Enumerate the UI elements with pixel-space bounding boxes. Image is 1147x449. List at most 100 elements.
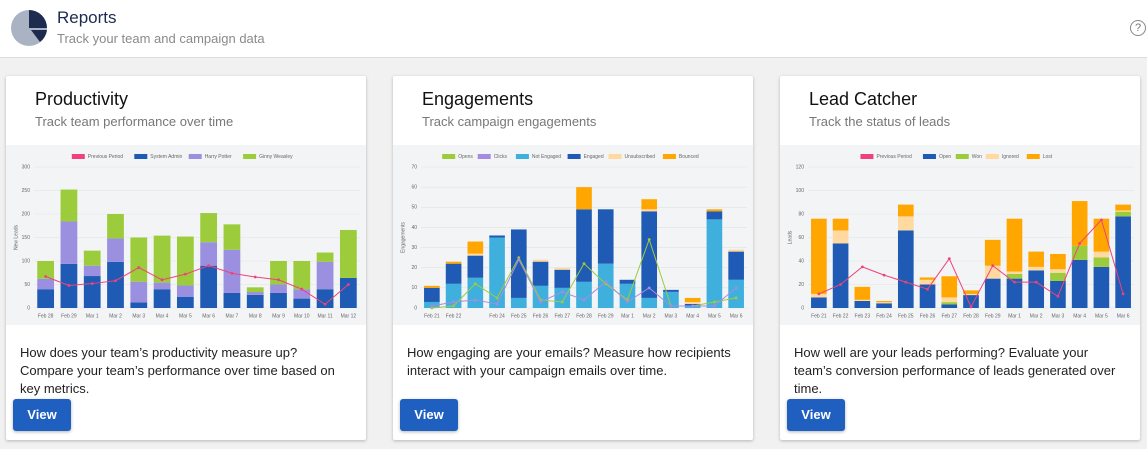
line-point	[1121, 292, 1125, 296]
x-tick-label: Feb 21	[811, 313, 827, 319]
x-tick-label: Feb 26	[920, 313, 936, 319]
line-point	[495, 302, 499, 306]
bar	[963, 290, 979, 294]
bar	[728, 251, 744, 280]
bar	[832, 218, 849, 231]
y-axis-label: New Leads	[13, 224, 19, 250]
line-point	[473, 298, 477, 302]
bar	[316, 261, 334, 290]
card-subtitle: Track the status of leads	[809, 114, 951, 129]
x-tick-label: Feb 29	[61, 313, 77, 319]
line-point	[1056, 294, 1060, 298]
line-point	[323, 302, 327, 306]
line-point	[452, 304, 455, 308]
bar	[83, 276, 101, 308]
line-point	[539, 300, 542, 304]
x-tick-label: Mar 6	[1117, 313, 1130, 319]
bar	[1093, 257, 1110, 267]
bar	[984, 239, 1001, 266]
bar	[663, 289, 679, 292]
line-point	[626, 300, 629, 304]
bar	[532, 261, 549, 286]
x-tick-label: Feb 22	[446, 313, 462, 319]
line-point	[44, 275, 48, 278]
x-tick-label: Mar 1	[621, 313, 634, 319]
y-tick-label: 0	[414, 305, 417, 311]
bar	[728, 249, 744, 252]
bar	[897, 216, 914, 231]
bar	[445, 283, 462, 308]
reports-icon	[11, 10, 47, 46]
bar	[1028, 251, 1045, 267]
bar	[941, 276, 958, 298]
bar	[941, 304, 958, 308]
y-tick-label: 150	[22, 235, 31, 241]
bar	[1093, 266, 1110, 308]
x-tick-label: Mar 4	[1073, 313, 1086, 319]
bar	[153, 282, 171, 290]
x-tick-label: Mar 11	[317, 313, 332, 319]
view-button[interactable]: View	[400, 399, 458, 431]
line-point	[495, 296, 499, 300]
x-tick-label: Mar 2	[643, 313, 656, 319]
x-tick-label: Mar 2	[1030, 313, 1043, 319]
bar	[223, 249, 241, 293]
bar	[1050, 269, 1066, 273]
legend-label: Harry Potter	[205, 154, 232, 160]
bar	[854, 299, 871, 301]
bar	[200, 242, 218, 266]
line-point	[517, 258, 521, 262]
x-tick-label: Feb 29	[598, 313, 614, 319]
bar	[554, 267, 571, 270]
bar	[83, 265, 101, 277]
line-point	[647, 286, 651, 290]
bar	[130, 281, 148, 303]
bar	[153, 235, 171, 283]
view-button[interactable]: View	[787, 399, 845, 431]
view-button[interactable]: View	[13, 399, 71, 431]
legend-swatch	[985, 154, 999, 159]
bar	[37, 278, 55, 290]
bar	[1006, 271, 1023, 274]
line-point	[230, 271, 234, 275]
bar	[941, 302, 958, 305]
legend-swatch	[955, 154, 969, 159]
line-point	[253, 275, 257, 279]
line-point	[452, 300, 455, 304]
x-tick-label: Feb 21	[424, 313, 440, 319]
bar	[554, 269, 571, 288]
card-subtitle: Track campaign engagements	[422, 114, 597, 129]
y-tick-label: 300	[22, 164, 31, 170]
legend-swatch	[567, 154, 581, 159]
bar	[619, 279, 636, 284]
bar	[984, 278, 1001, 308]
line-point	[90, 282, 94, 285]
bar	[445, 261, 462, 264]
bar	[832, 243, 849, 308]
legend-swatch	[188, 154, 202, 159]
x-tick-label: Feb 28	[38, 313, 54, 319]
line-point	[67, 284, 71, 287]
line-point	[582, 262, 586, 266]
line-point	[160, 278, 164, 282]
line-point	[991, 264, 995, 268]
y-tick-label: 100	[796, 188, 805, 194]
bar	[1093, 251, 1110, 258]
bar	[270, 292, 287, 308]
legend-swatch	[71, 154, 85, 159]
line-point	[430, 306, 434, 310]
help-button[interactable]: ?	[1130, 20, 1146, 36]
bar	[706, 219, 723, 308]
legend-label: Engaged	[584, 154, 604, 160]
y-tick-label: 250	[22, 188, 31, 194]
bar	[176, 285, 194, 297]
header-subtitle: Track your team and campaign data	[57, 31, 265, 46]
bar	[130, 237, 148, 282]
legend-label: Clicks	[494, 154, 508, 160]
line-point	[817, 292, 821, 296]
bar	[200, 265, 218, 308]
x-tick-label: Feb 27	[554, 313, 570, 319]
x-tick-label: Feb 29	[985, 313, 1001, 319]
card: Engagements Track campaign engagements O…	[393, 76, 753, 440]
